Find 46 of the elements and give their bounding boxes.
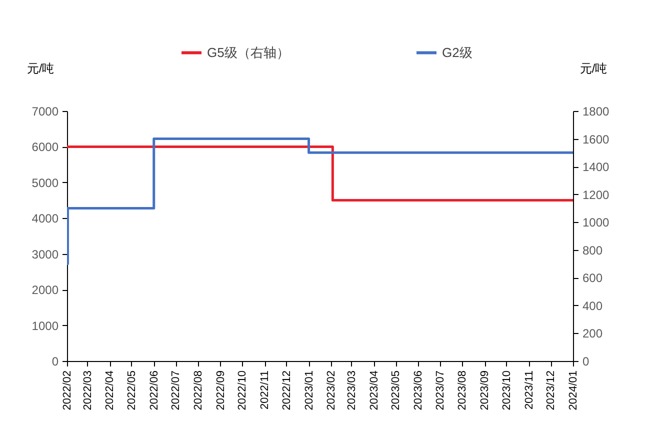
y2-tick-label: 1600 bbox=[582, 132, 610, 146]
x-tick-label: 2023/03 bbox=[346, 370, 358, 410]
x-tick-label: 2022/09 bbox=[214, 370, 227, 410]
y2-tick-label: 800 bbox=[582, 243, 603, 258]
x-tick-label: 2022/08 bbox=[192, 370, 205, 410]
x-tick-label: 2023/06 bbox=[412, 370, 425, 410]
x-tick-label: 2022/06 bbox=[148, 370, 160, 410]
y-tick-label: 0 bbox=[52, 354, 59, 368]
y-tick-label: 3000 bbox=[32, 247, 59, 262]
legend-label: G2级 bbox=[442, 44, 472, 60]
y2-tick-label: 0 bbox=[582, 354, 590, 368]
x-tick-label: 2023/05 bbox=[390, 370, 402, 410]
x-tick-label: 2022/12 bbox=[280, 370, 293, 410]
x-tick-label: 2024/01 bbox=[568, 370, 580, 410]
x-tick-label: 2023/02 bbox=[326, 370, 338, 410]
x-tick-label: 2022/03 bbox=[82, 370, 94, 410]
y2-tick-label: 1000 bbox=[582, 216, 610, 230]
y-tick-label: 6000 bbox=[32, 140, 59, 154]
x-tick-label: 2023/10 bbox=[500, 370, 513, 410]
y2-tick-label: 1200 bbox=[582, 188, 610, 202]
y-tick-label: 4000 bbox=[32, 212, 59, 226]
x-tick-label: 2023/11 bbox=[523, 370, 536, 410]
x-tick-label: 2023/09 bbox=[479, 370, 492, 410]
y-axis-title: 元/吨 bbox=[26, 62, 54, 76]
y2-tick-label: 400 bbox=[582, 298, 603, 313]
x-tick-label: 2022/05 bbox=[126, 370, 138, 410]
y2-tick-label: 1400 bbox=[582, 160, 610, 174]
y2-tick-label: 1800 bbox=[582, 104, 610, 118]
x-tick-label: 2023/12 bbox=[545, 370, 558, 410]
x-tick-label: 2023/04 bbox=[368, 370, 380, 410]
y-tick-label: 2000 bbox=[32, 283, 59, 298]
x-tick-label: 2022/04 bbox=[104, 370, 116, 410]
y-tick-label: 7000 bbox=[32, 104, 59, 118]
x-tick-label: 2023/01 bbox=[303, 370, 316, 410]
x-tick-label: 2023/08 bbox=[456, 370, 469, 410]
y2-tick-label: 600 bbox=[582, 271, 603, 286]
y-tick-label: 1000 bbox=[32, 318, 59, 333]
x-tick-label: 2022/07 bbox=[170, 370, 182, 410]
x-tick-label: 2023/07 bbox=[434, 370, 446, 410]
x-tick-label: 2022/10 bbox=[236, 370, 249, 410]
y2-tick-label: 200 bbox=[582, 326, 603, 341]
x-tick-label: 2022/02 bbox=[62, 370, 74, 410]
y-tick-label: 5000 bbox=[32, 176, 59, 190]
y2-axis-title: 元/吨 bbox=[580, 62, 608, 76]
legend-label: G5级（右轴） bbox=[207, 44, 290, 60]
x-tick-label: 2022/11 bbox=[259, 370, 272, 410]
